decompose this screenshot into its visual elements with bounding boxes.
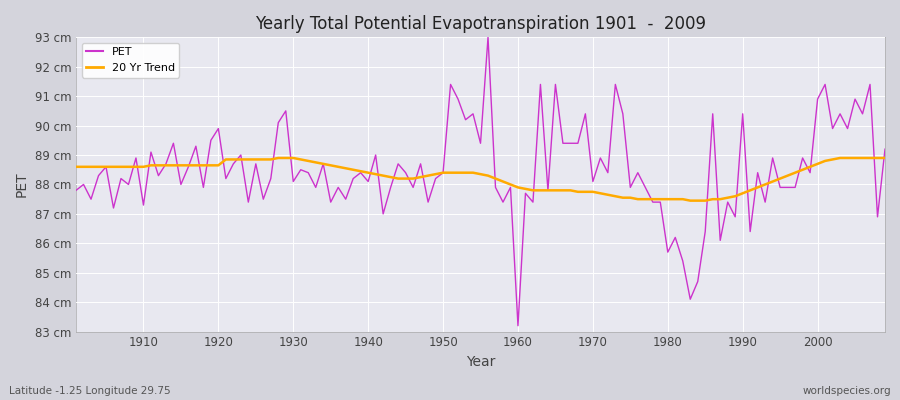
X-axis label: Year: Year xyxy=(466,355,495,369)
Legend: PET, 20 Yr Trend: PET, 20 Yr Trend xyxy=(82,43,179,78)
Y-axis label: PET: PET xyxy=(15,172,29,197)
Text: Latitude -1.25 Longitude 29.75: Latitude -1.25 Longitude 29.75 xyxy=(9,386,171,396)
Title: Yearly Total Potential Evapotranspiration 1901  -  2009: Yearly Total Potential Evapotranspiratio… xyxy=(255,15,706,33)
Text: worldspecies.org: worldspecies.org xyxy=(803,386,891,396)
